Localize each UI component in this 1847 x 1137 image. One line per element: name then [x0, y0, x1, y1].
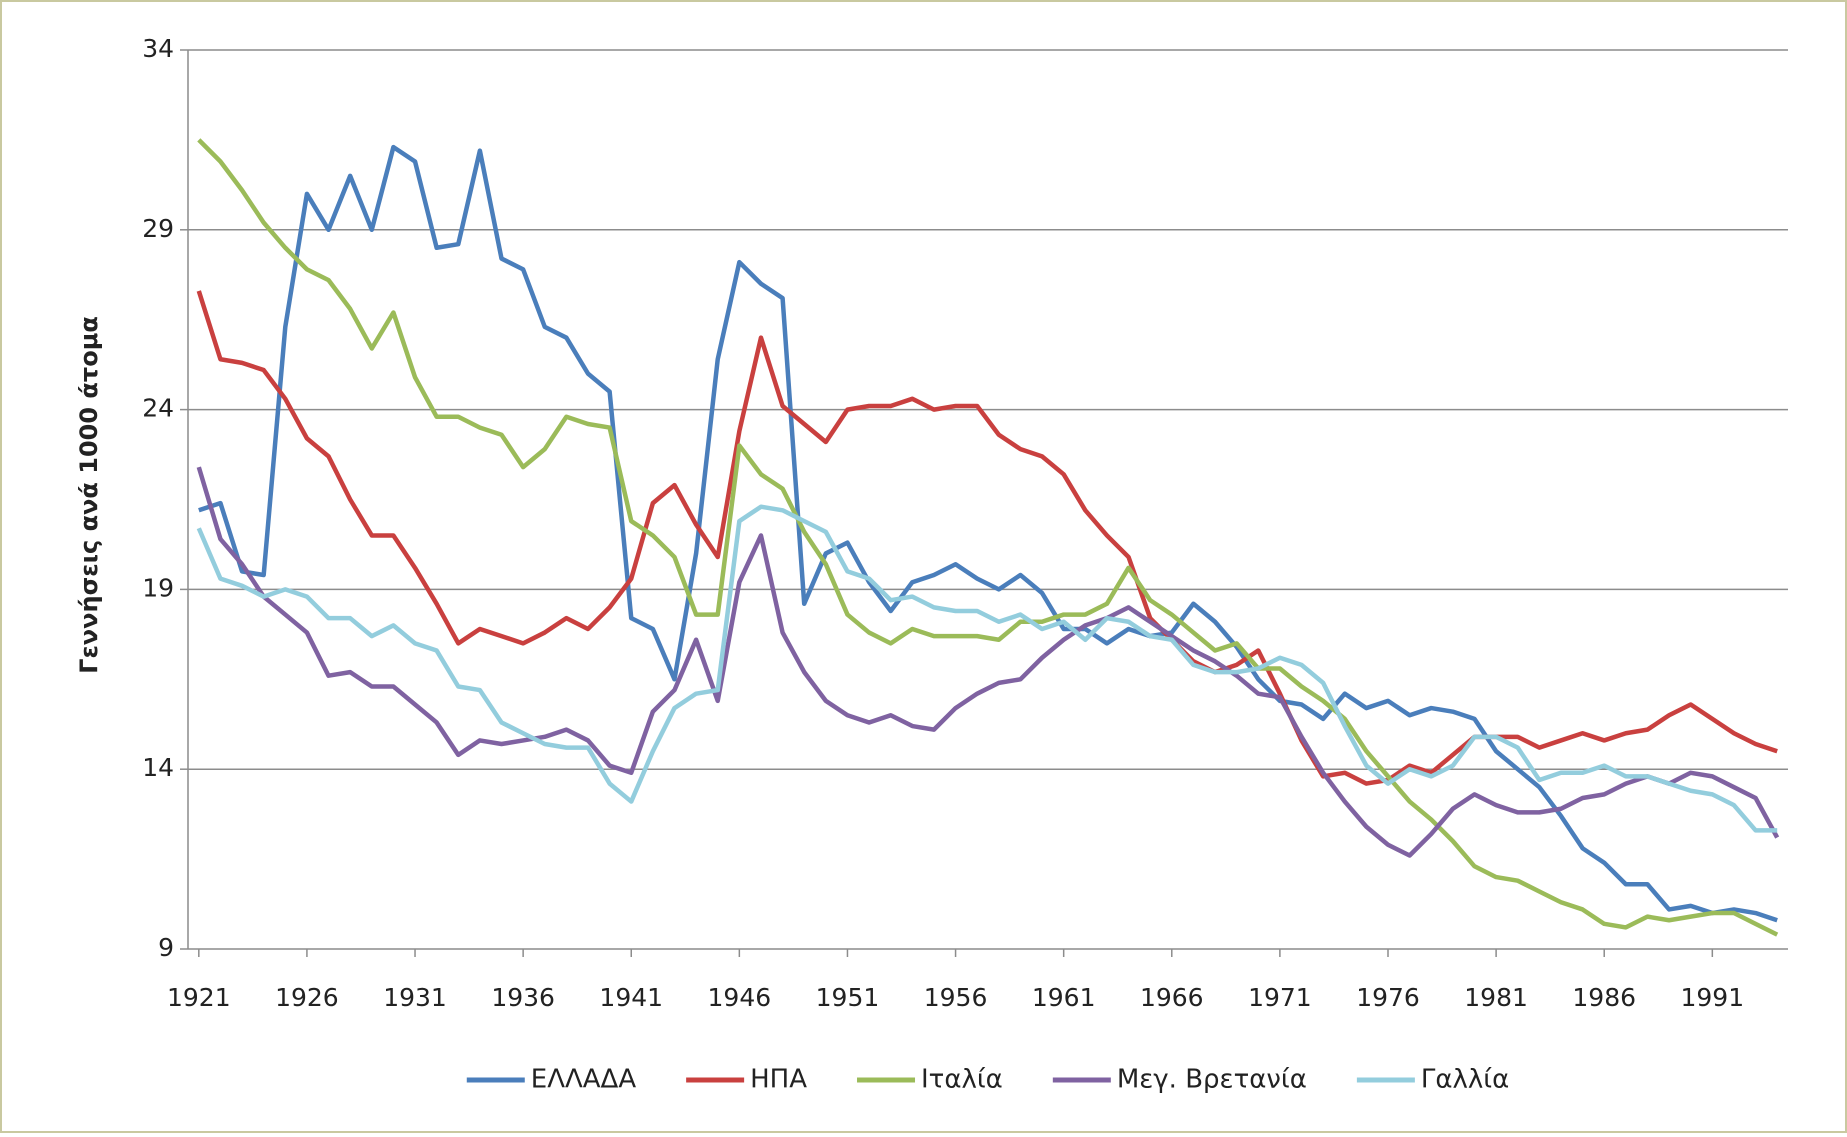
y-tick-label: 19 — [142, 573, 174, 602]
y-tick-label: 34 — [142, 34, 174, 63]
line-series — [197, 138, 1779, 937]
y-tick-label: 29 — [142, 214, 174, 243]
legend-label: Γαλλία — [1421, 1065, 1509, 1095]
legend-label: ΕΛΛΑΔΑ — [531, 1065, 637, 1095]
x-tick-label: 1966 — [1140, 983, 1204, 1012]
x-tick-label: 1951 — [816, 983, 880, 1012]
x-tick-label: 1971 — [1248, 983, 1312, 1012]
x-tick-label: 1926 — [275, 983, 339, 1012]
legend-label: Μεγ. Βρετανία — [1117, 1065, 1307, 1095]
y-axis-title: Γεννήσεις ανά 1000 άτομα — [75, 316, 103, 674]
x-tick-label: 1936 — [491, 983, 555, 1012]
x-tick-label: 1921 — [167, 983, 231, 1012]
x-tick-label: 1946 — [708, 983, 772, 1012]
line-series — [196, 466, 1780, 858]
x-tick-label: 1976 — [1356, 983, 1420, 1012]
y-tick-label: 9 — [158, 933, 174, 962]
x-tick-label: 1986 — [1572, 983, 1636, 1012]
legend-label: ΗΠΑ — [750, 1065, 807, 1095]
line-series — [196, 504, 1778, 833]
line-series — [198, 144, 1778, 923]
x-tick-label: 1931 — [383, 983, 447, 1012]
x-tick-label: 1991 — [1681, 983, 1745, 1012]
x-tick-label: 1981 — [1464, 983, 1528, 1012]
line-series — [196, 290, 1778, 786]
x-tick-label: 1941 — [599, 983, 663, 1012]
x-tick-label: 1961 — [1032, 983, 1096, 1012]
legend-label: Ιταλία — [921, 1065, 1003, 1095]
y-tick-label: 24 — [142, 394, 174, 423]
y-tick-label: 14 — [142, 753, 174, 782]
x-tick-label: 1956 — [924, 983, 988, 1012]
